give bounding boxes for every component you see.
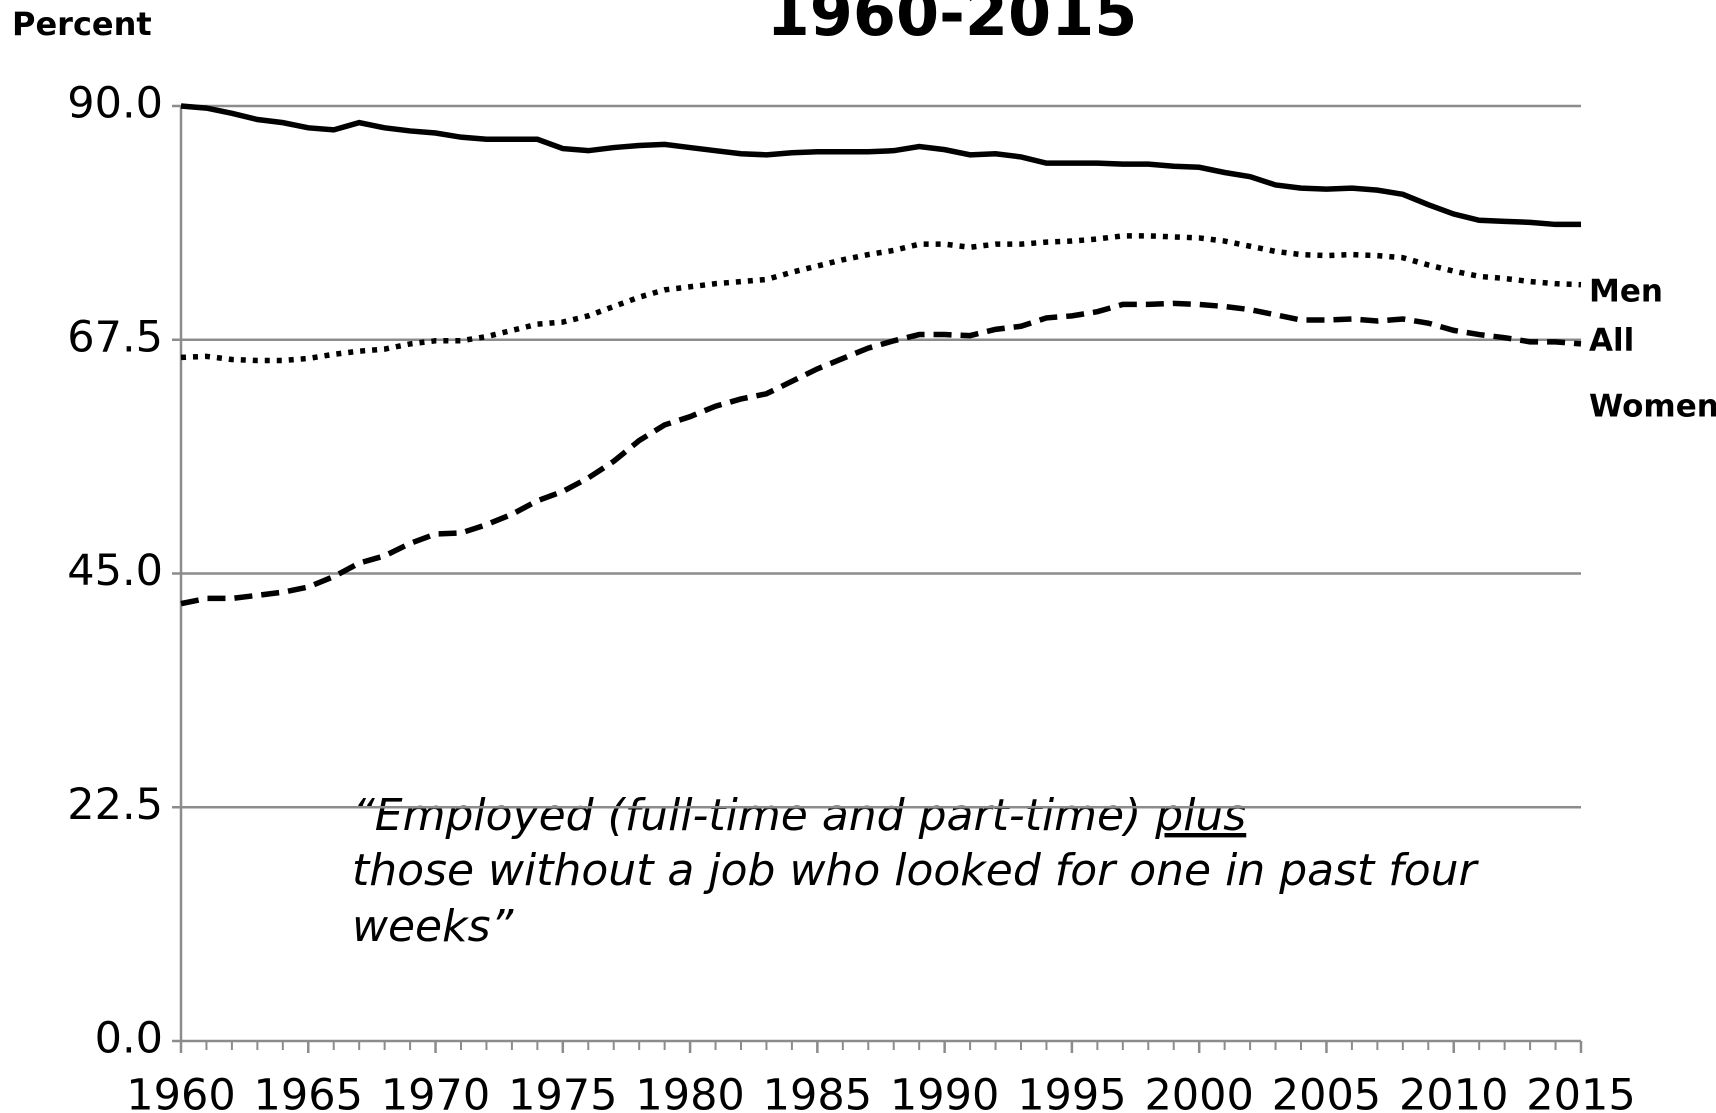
x-tick-label: 2000	[1144, 1071, 1253, 1113]
x-tick-label: 2015	[1526, 1071, 1635, 1113]
x-tick-label: 1985	[763, 1071, 872, 1113]
y-tick-label: 0.0	[95, 1014, 163, 1064]
x-tick-label: 1990	[890, 1071, 999, 1113]
x-tick-label: 1975	[508, 1071, 617, 1113]
series-label: Women	[1589, 389, 1716, 425]
x-tick-label: 1970	[381, 1071, 490, 1113]
annotation: “Employed (full-time and part-time) plus…	[352, 790, 1491, 952]
x-tick-label: 1960	[126, 1071, 235, 1113]
x-tick-label: 1965	[254, 1071, 363, 1113]
y-tick-label: 67.5	[67, 312, 163, 362]
annotation-text: those without a job who looked for one i…	[352, 845, 1480, 896]
y-tick-label: 22.5	[67, 780, 163, 830]
line-series	[180, 300, 1582, 607]
annotation-text: plus	[1154, 790, 1246, 841]
series-label: All	[1589, 323, 1634, 359]
y-tick-label: 45.0	[67, 546, 163, 596]
annotation-text: weeks”	[352, 901, 515, 952]
x-tick-label: 1995	[1017, 1071, 1126, 1113]
series-label: Men	[1589, 274, 1663, 310]
x-tick-label: 2005	[1272, 1071, 1381, 1113]
annotation-text: “Employed (full-time and part-time)	[352, 790, 1155, 841]
chart-title: 1960-2015	[767, 0, 1138, 50]
y-tick-label: 90.0	[67, 79, 163, 129]
y-axis-label: Percent	[12, 5, 152, 43]
line-series	[180, 103, 1581, 228]
line-series	[180, 233, 1582, 364]
x-tick-label: 2010	[1399, 1071, 1508, 1113]
x-tick-label: 1980	[635, 1071, 744, 1113]
